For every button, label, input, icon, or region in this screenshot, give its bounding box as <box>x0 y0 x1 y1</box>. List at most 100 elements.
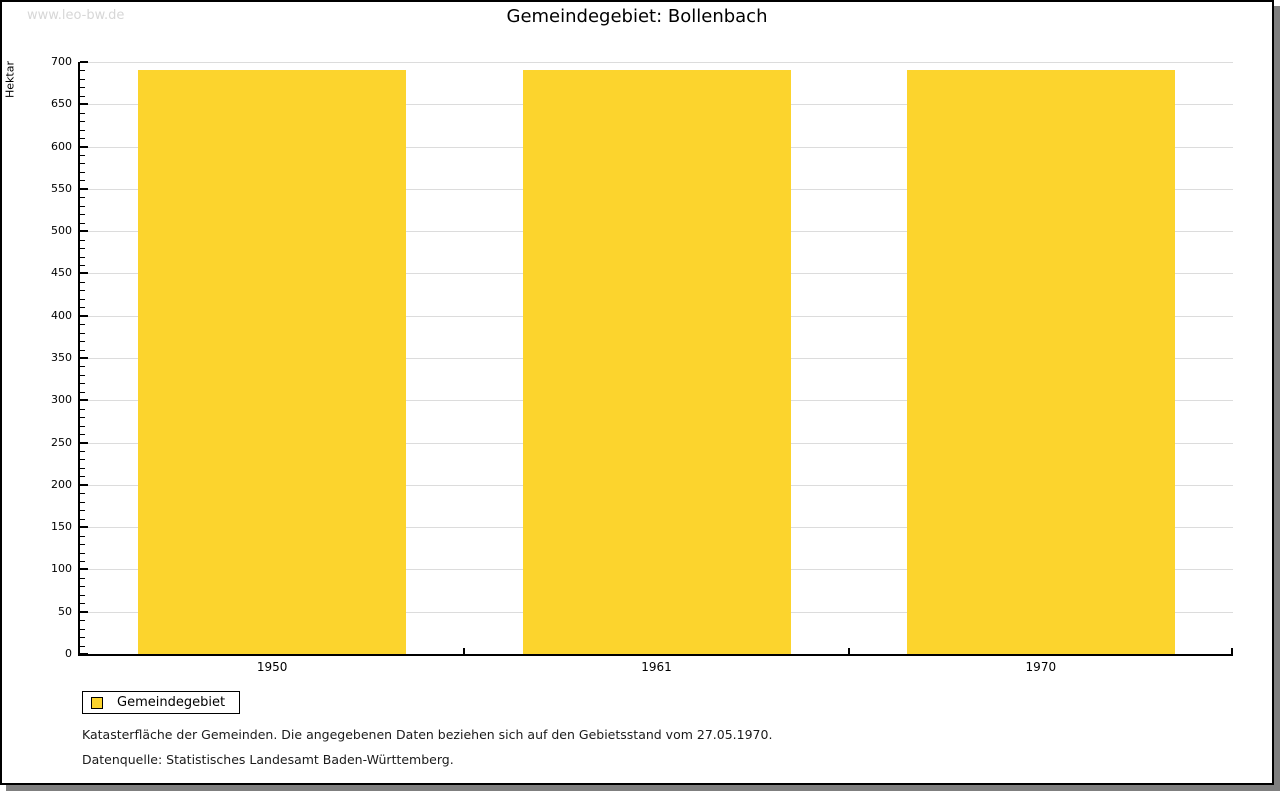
y-tick-label: 250 <box>51 435 72 449</box>
y-minor-tick <box>80 78 85 80</box>
y-minor-tick <box>80 129 85 131</box>
y-minor-tick <box>80 628 85 630</box>
y-minor-tick <box>80 552 85 554</box>
y-major-tick <box>80 314 88 317</box>
y-minor-tick <box>80 222 85 224</box>
y-gridline <box>80 62 1233 63</box>
bar-1950 <box>138 70 407 654</box>
legend-swatch-icon <box>91 696 103 709</box>
y-minor-tick <box>80 560 85 562</box>
y-minor-tick <box>80 214 85 216</box>
y-minor-tick <box>80 493 85 495</box>
y-minor-tick <box>80 586 85 588</box>
y-minor-tick <box>80 112 85 114</box>
y-major-tick <box>80 230 88 233</box>
y-minor-tick <box>80 332 85 334</box>
y-minor-tick <box>80 256 85 258</box>
y-minor-tick <box>80 476 85 478</box>
y-major-tick <box>80 610 88 613</box>
y-tick-label: 300 <box>51 393 72 407</box>
x-tick-label: 1950 <box>256 660 288 674</box>
y-major-tick <box>80 187 88 190</box>
y-major-tick <box>80 272 88 275</box>
y-major-tick <box>80 526 88 529</box>
legend: Gemeindegebiet <box>82 691 241 714</box>
y-minor-tick <box>80 425 85 427</box>
y-tick-label: 400 <box>51 308 72 322</box>
y-minor-tick <box>80 171 85 173</box>
y-tick-label: 500 <box>51 224 72 238</box>
y-minor-tick <box>80 374 85 376</box>
y-major-tick <box>80 653 88 655</box>
y-minor-tick <box>80 501 85 503</box>
y-major-tick <box>80 145 88 148</box>
x-boundary-tick <box>463 648 466 654</box>
y-tick-label: 350 <box>51 351 72 364</box>
y-minor-tick <box>80 645 85 647</box>
y-minor-tick <box>80 138 85 140</box>
y-minor-tick <box>80 603 85 605</box>
y-major-tick <box>80 568 88 571</box>
y-minor-tick <box>80 197 85 199</box>
y-axis-label: Hektar <box>3 61 17 98</box>
y-minor-tick <box>80 577 85 579</box>
x-boundary-tick <box>847 648 850 654</box>
y-minor-tick <box>80 594 85 596</box>
y-minor-tick <box>80 366 85 368</box>
y-tick-label: 0 <box>65 647 72 660</box>
y-minor-tick <box>80 459 85 461</box>
footnote-data-source: Datenquelle: Statistisches Landesamt Bad… <box>82 752 454 767</box>
y-minor-tick <box>80 383 85 385</box>
y-minor-tick <box>80 298 85 300</box>
y-minor-tick <box>80 163 85 165</box>
y-tick-label: 100 <box>51 562 72 576</box>
y-major-tick <box>80 103 88 106</box>
bar-1961 <box>522 70 791 654</box>
y-minor-tick <box>80 434 85 436</box>
y-minor-tick <box>80 408 85 410</box>
y-minor-tick <box>80 205 85 207</box>
y-major-tick <box>80 441 88 444</box>
y-minor-tick <box>80 467 85 469</box>
x-tick-label: 1961 <box>641 660 672 674</box>
chart-title: Gemeindegebiet: Bollenbach <box>506 6 768 27</box>
y-minor-tick <box>80 290 85 292</box>
footnote-source-note: Katasterfläche der Gemeinden. Die angege… <box>82 727 773 742</box>
y-minor-tick <box>80 155 85 157</box>
y-minor-tick <box>80 239 85 241</box>
y-minor-tick <box>80 341 85 343</box>
y-minor-tick <box>80 391 85 393</box>
y-minor-tick <box>80 264 85 266</box>
y-minor-tick <box>80 544 85 546</box>
y-major-tick <box>80 61 88 63</box>
y-minor-tick <box>80 121 85 123</box>
y-minor-tick <box>80 637 85 639</box>
y-minor-tick <box>80 307 85 309</box>
y-minor-tick <box>80 451 85 453</box>
y-minor-tick <box>80 510 85 512</box>
y-tick-label: 600 <box>51 139 72 153</box>
y-tick-label: 50 <box>58 604 72 618</box>
y-minor-tick <box>80 349 85 351</box>
y-tick-label: 550 <box>51 181 72 195</box>
y-minor-tick <box>80 87 85 89</box>
y-tick-label: 150 <box>51 520 72 534</box>
y-minor-tick <box>80 70 85 72</box>
y-minor-tick <box>80 417 85 419</box>
x-axis-end-tick <box>1231 648 1233 654</box>
y-minor-tick <box>80 518 85 520</box>
y-minor-tick <box>80 620 85 622</box>
y-minor-tick <box>80 324 85 326</box>
y-minor-tick <box>80 180 85 182</box>
y-major-tick <box>80 483 88 486</box>
y-tick-label: 200 <box>51 477 72 491</box>
y-tick-label: 450 <box>51 266 72 280</box>
bar-1970 <box>906 70 1175 654</box>
y-minor-tick <box>80 535 85 537</box>
y-major-tick <box>80 399 88 402</box>
x-tick-label: 1970 <box>1025 660 1057 674</box>
y-minor-tick <box>80 281 85 283</box>
y-minor-tick <box>80 248 85 250</box>
watermark: www.leo-bw.de <box>27 8 125 23</box>
